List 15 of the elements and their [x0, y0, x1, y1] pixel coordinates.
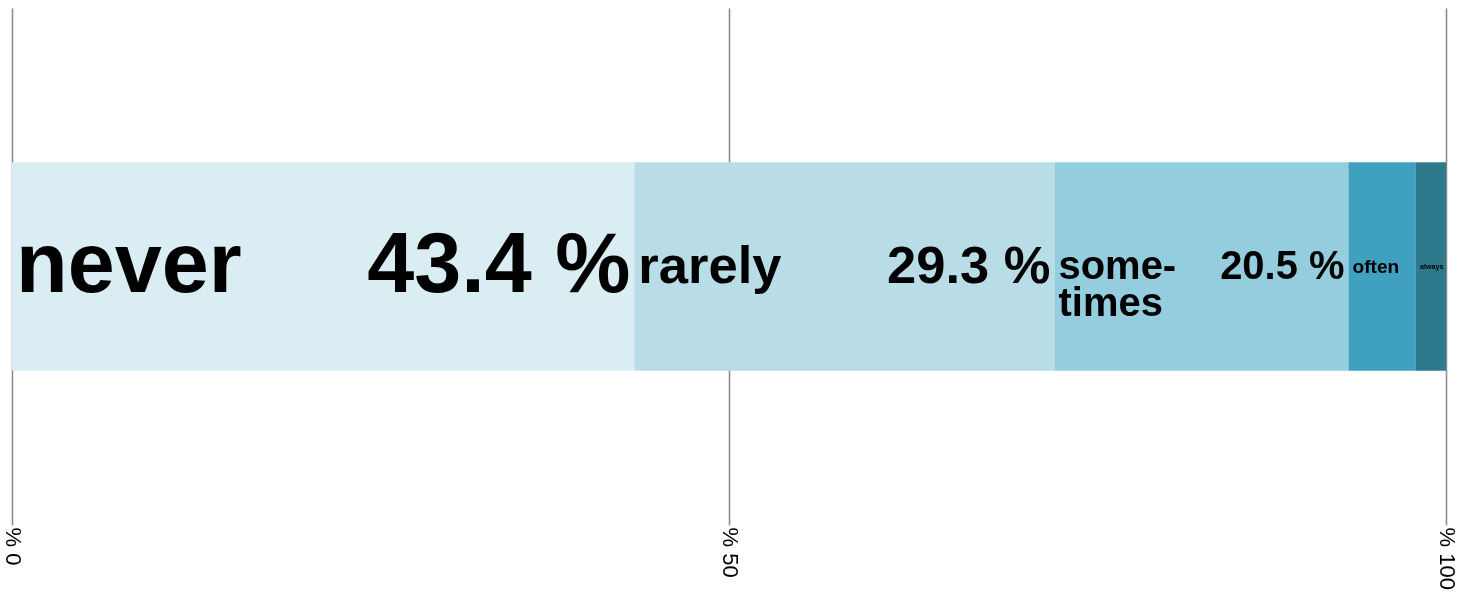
bar	[1054, 162, 1349, 371]
data-label: 29.3 %	[887, 234, 1051, 294]
series-label: rarely	[638, 234, 782, 294]
series-label: never	[16, 214, 242, 310]
bar	[12, 162, 635, 371]
x-tick-label: % 0	[0, 527, 26, 566]
bar	[634, 162, 1055, 371]
data-label: 43.4 %	[367, 214, 631, 310]
data-label: 20.5 %	[1220, 242, 1345, 287]
bar	[1348, 162, 1416, 371]
series-label: some-times	[1058, 242, 1177, 325]
bar	[1415, 162, 1446, 371]
x-tick-label: % 50	[717, 527, 743, 578]
series-label: often	[1352, 255, 1400, 277]
x-tick-label: % 100	[1434, 527, 1460, 590]
